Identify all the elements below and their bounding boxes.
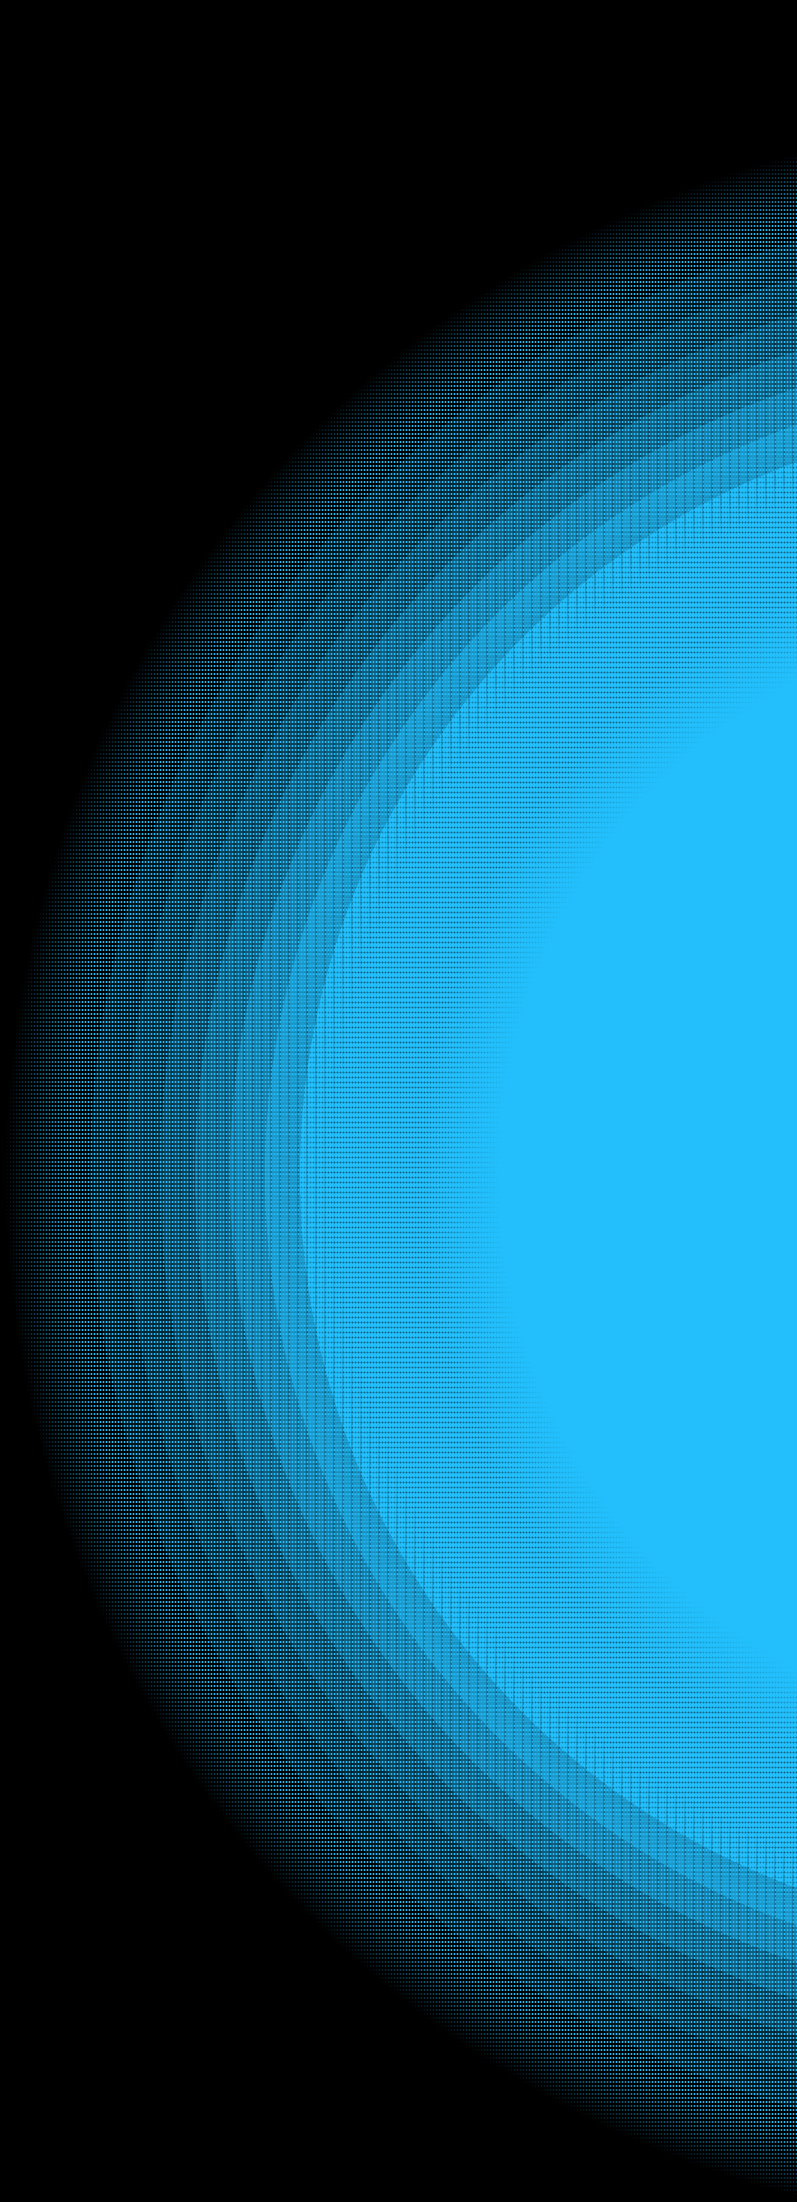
abstract-glow-canvas bbox=[0, 0, 797, 2202]
dither-dots-inner bbox=[0, 0, 797, 2202]
